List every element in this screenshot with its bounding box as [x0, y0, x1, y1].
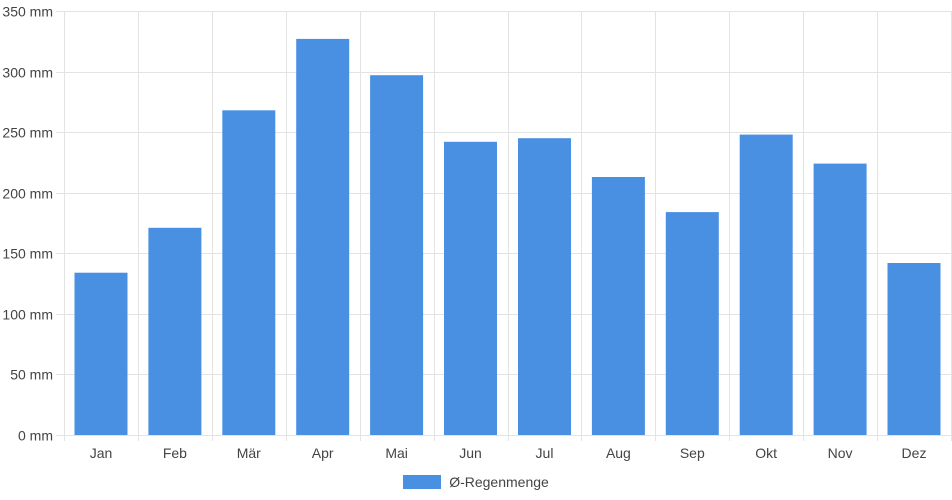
- y-tick-label: 350 mm: [2, 4, 53, 20]
- y-tick-label: 0 mm: [18, 428, 53, 444]
- bars: [74, 38, 941, 436]
- bar-apr[interactable]: [296, 38, 350, 436]
- legend-swatch: [403, 475, 442, 489]
- x-tick-label: Jun: [459, 445, 482, 461]
- bar-aug[interactable]: [591, 177, 645, 435]
- x-tick-label: Dez: [902, 445, 927, 461]
- bar-jul[interactable]: [518, 138, 571, 435]
- y-tick-label: 50 mm: [10, 367, 53, 383]
- x-tick-label: Apr: [312, 445, 334, 461]
- bar-jun[interactable]: [444, 141, 497, 436]
- legend[interactable]: Ø-Regenmenge: [0, 472, 952, 492]
- x-tick-label: Mär: [237, 445, 261, 461]
- y-tick-label: 200 mm: [2, 186, 53, 202]
- y-tick-label: 100 mm: [2, 307, 53, 323]
- bar-dez[interactable]: [887, 263, 941, 435]
- y-axis-ticks: 0 mm 50 mm 100 mm 150 mm 200 mm 250 mm 300 mm 3…: [2, 4, 53, 444]
- bar-mai[interactable]: [370, 75, 424, 435]
- y-tick-label: 300 mm: [2, 65, 53, 81]
- x-tick-label: Nov: [828, 445, 853, 461]
- x-tick-label: Jul: [536, 445, 554, 461]
- legend-label: Ø-Regenmenge: [449, 474, 549, 490]
- grid: [56, 11, 952, 441]
- x-tick-label: Sep: [680, 445, 705, 461]
- x-axis-ticks: Jan Feb Mär Apr Mai Jun Jul Aug Sep Okt Nov Dez: [90, 445, 927, 461]
- y-tick-label: 250 mm: [2, 125, 53, 141]
- x-tick-label: Okt: [755, 445, 777, 461]
- bar-sep[interactable]: [665, 212, 719, 435]
- bar-jan[interactable]: [74, 272, 128, 435]
- y-tick-label: 150 mm: [2, 246, 53, 262]
- x-tick-label: Mai: [385, 445, 408, 461]
- bar-nov[interactable]: [813, 163, 867, 435]
- bar-okt[interactable]: [739, 134, 793, 435]
- bar-mär[interactable]: [222, 110, 276, 436]
- bar-feb[interactable]: [148, 227, 202, 435]
- x-tick-label: Feb: [163, 445, 187, 461]
- x-tick-label: Aug: [606, 445, 631, 461]
- x-tick-label: Jan: [90, 445, 113, 461]
